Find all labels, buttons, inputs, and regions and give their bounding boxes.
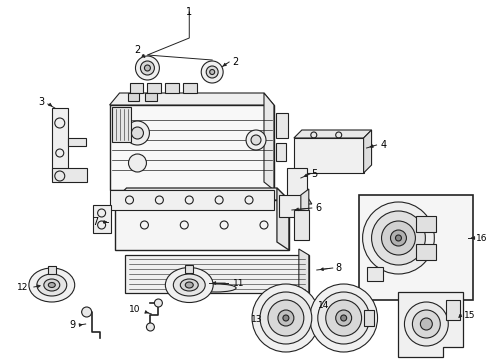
Circle shape (81, 307, 91, 317)
Bar (111, 107, 131, 142)
Circle shape (371, 211, 425, 265)
Bar (416, 244, 435, 260)
Circle shape (245, 130, 265, 150)
Circle shape (277, 310, 293, 326)
Polygon shape (398, 292, 462, 357)
Circle shape (146, 323, 154, 331)
Ellipse shape (165, 267, 213, 302)
Ellipse shape (44, 279, 60, 291)
Text: 15: 15 (464, 310, 475, 320)
Circle shape (381, 221, 414, 255)
Circle shape (154, 299, 162, 307)
Ellipse shape (48, 283, 55, 288)
Circle shape (250, 135, 261, 145)
Polygon shape (276, 188, 288, 250)
Bar (165, 83, 179, 93)
Text: 13: 13 (251, 315, 262, 324)
Bar (109, 190, 273, 210)
Polygon shape (286, 196, 311, 204)
Ellipse shape (185, 282, 193, 288)
Bar (127, 93, 139, 101)
Circle shape (283, 315, 288, 321)
Bar (183, 83, 197, 93)
Circle shape (411, 310, 439, 338)
Circle shape (317, 292, 369, 344)
Circle shape (144, 65, 150, 71)
Text: 7: 7 (92, 217, 99, 227)
Circle shape (309, 284, 377, 352)
Ellipse shape (196, 284, 236, 292)
Ellipse shape (29, 268, 75, 302)
Polygon shape (293, 130, 371, 138)
Circle shape (135, 56, 159, 80)
Bar (446, 300, 459, 320)
Circle shape (395, 235, 401, 241)
Circle shape (209, 69, 214, 75)
Text: 2: 2 (231, 57, 238, 67)
Bar (275, 143, 285, 161)
Bar (293, 210, 308, 240)
Text: 16: 16 (475, 234, 487, 243)
Bar (363, 310, 373, 326)
Bar (278, 195, 300, 217)
Circle shape (128, 154, 146, 172)
Bar (275, 113, 287, 138)
Bar (416, 216, 435, 232)
Text: 11: 11 (233, 279, 244, 288)
Text: 3: 3 (39, 97, 45, 107)
Bar (366, 267, 382, 281)
Bar (114, 200, 288, 250)
Circle shape (206, 66, 218, 78)
Bar (147, 83, 161, 93)
Bar (109, 105, 273, 190)
Text: 2: 2 (134, 45, 141, 55)
Circle shape (125, 121, 149, 145)
Polygon shape (298, 249, 308, 293)
Text: 8: 8 (335, 263, 341, 273)
Text: 1: 1 (186, 7, 192, 17)
Circle shape (267, 300, 303, 336)
Polygon shape (114, 188, 288, 200)
Bar (358, 195, 472, 300)
Polygon shape (264, 93, 273, 190)
Bar (48, 266, 56, 274)
Bar (286, 168, 306, 196)
Ellipse shape (173, 274, 205, 296)
Circle shape (260, 292, 311, 344)
Ellipse shape (180, 279, 198, 291)
Ellipse shape (37, 274, 66, 296)
Circle shape (362, 202, 433, 274)
Bar (129, 83, 143, 93)
Polygon shape (300, 189, 308, 217)
Circle shape (251, 284, 319, 352)
Circle shape (325, 300, 361, 336)
Text: 6: 6 (315, 203, 321, 213)
Bar (52, 168, 86, 182)
Bar (52, 108, 68, 178)
Text: 10: 10 (128, 306, 140, 315)
Circle shape (390, 230, 406, 246)
Circle shape (340, 315, 346, 321)
Bar (68, 138, 85, 146)
Bar (145, 93, 157, 101)
Text: 5: 5 (311, 169, 317, 179)
Text: 4: 4 (380, 140, 386, 150)
Bar (124, 255, 308, 293)
Polygon shape (109, 93, 273, 105)
Circle shape (131, 127, 143, 139)
Text: 12: 12 (17, 283, 28, 292)
Circle shape (335, 310, 351, 326)
Circle shape (404, 302, 447, 346)
Circle shape (420, 318, 431, 330)
Text: 9: 9 (69, 320, 76, 330)
Bar (293, 138, 363, 173)
Bar (92, 205, 110, 233)
Bar (185, 265, 193, 273)
Circle shape (140, 61, 154, 75)
Circle shape (201, 61, 223, 83)
Polygon shape (363, 130, 371, 173)
Text: 14: 14 (317, 301, 329, 310)
